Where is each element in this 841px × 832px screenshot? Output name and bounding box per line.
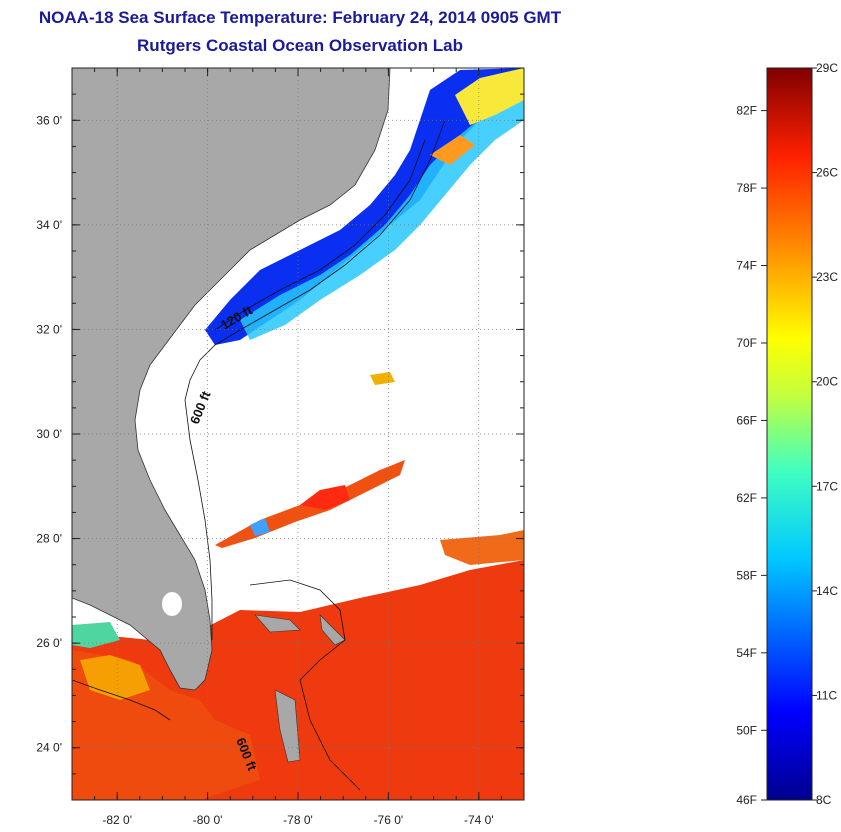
colorbar-c-label: 14C [816,584,838,598]
colorbar-c-label: 26C [816,166,838,180]
contour-600ft [184,399,213,640]
colorbar-c-label: 29C [816,61,838,75]
graticule [72,68,524,800]
gulf-stream-filament [250,518,270,536]
colorbar-f-label: 82F [736,104,757,118]
colorbar-c-label: 20C [816,375,838,389]
gulf-stream-filament [370,372,395,385]
colorbar-c-label: 11C [816,688,837,702]
latitude-label: 28 0' [36,532,62,546]
contour-bahamas [72,679,171,721]
contour-120ft [214,139,426,331]
land-mass [72,68,391,691]
colorbar-f-label: 78F [736,181,757,195]
colorbar-c-label: 23C [816,270,838,284]
gulf-stream-filament [300,485,350,510]
longitude-label: -78 0' [283,813,313,827]
latitude-label: 30 0' [36,427,62,441]
island [319,614,346,646]
colorbar-f-label: 70F [736,336,757,350]
longitude-labels: -82 0' -80 0' -78 0' -76 0' -74 0' [102,813,493,827]
colorbar-f-label: 54F [736,646,757,660]
latitude-labels: 36 0' 34 0' 32 0' 30 0' 28 0' 26 0' 24 0' [36,113,62,754]
colorbar-fahrenheit-labels: 82F 78F 74F 70F 66F 62F 58F 54F 50F 46F [736,104,767,807]
latitude-label: 26 0' [36,636,62,650]
latitude-label: 24 0' [36,741,62,755]
colorbar-c-label: 17C [816,479,838,493]
warm-coastal-band [455,68,524,125]
latitude-label: 32 0' [36,322,62,336]
colorbar [766,67,813,801]
map-title: NOAA-18 Sea Surface Temperature: Februar… [38,8,562,27]
colorbar-f-label: 58F [736,568,757,582]
cold-shelf-water [205,68,524,345]
axis-ticks [71,67,525,801]
colorbar-c-label: 8C [816,793,832,807]
moderate-water-patch [72,622,120,648]
longitude-label: -76 0' [374,813,404,827]
lake-okeechobee [162,592,182,616]
longitude-label: -74 0' [464,813,494,827]
latitude-label: 34 0' [36,218,62,232]
contour-bahamas [249,579,361,791]
contour-600ft [184,119,446,401]
island [274,689,301,763]
map-subtitle: Rutgers Coastal Ocean Observation Lab [137,36,463,55]
longitude-label: -82 0' [102,813,132,827]
colorbar-f-label: 62F [736,491,757,505]
island [254,614,301,633]
warm-coastal-band [430,135,475,165]
colorbar-celsius-labels: 29C 26C 23C 20C 17C 14C 11C 8C [812,61,838,807]
colorbar-f-label: 74F [736,259,757,273]
colorbar-f-label: 46F [736,793,757,807]
colorbar-f-label: 66F [736,413,757,427]
longitude-label: -80 0' [193,813,223,827]
latitude-label: 36 0' [36,113,62,127]
colorbar-f-label: 50F [736,723,757,737]
